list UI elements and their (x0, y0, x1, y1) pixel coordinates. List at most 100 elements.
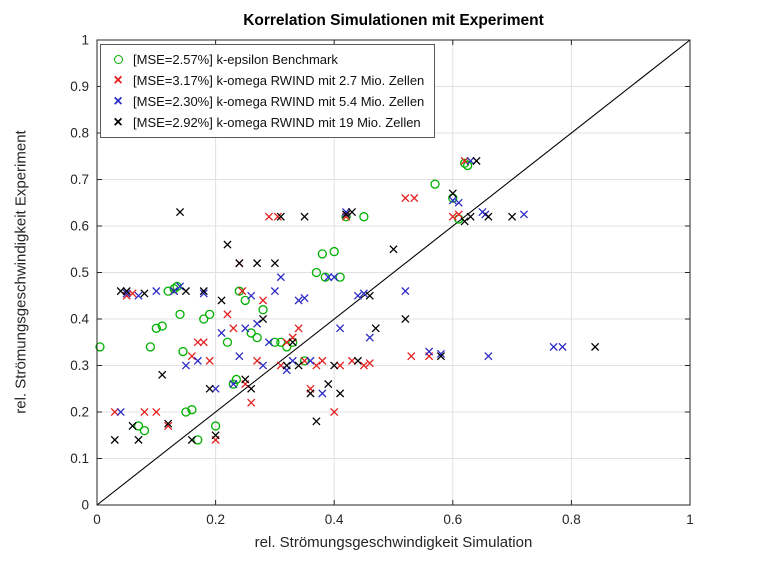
data-point-circle (234, 286, 244, 296)
data-point-x (294, 361, 303, 370)
legend-entry: × [MSE=2.30%] k-omega RWIND mit 5.4 Mio.… (103, 91, 424, 112)
data-point-x (229, 380, 238, 389)
data-point-x (347, 356, 357, 365)
circle-marker-icon (113, 55, 123, 64)
data-point-x (558, 342, 567, 351)
data-point-x (300, 356, 309, 365)
data-point-circle (335, 272, 345, 282)
legend-entry: × [MSE=3.17%] k-omega RWIND mit 2.7 Mio.… (103, 70, 424, 91)
data-point-x (110, 435, 119, 444)
data-point-x (140, 289, 149, 298)
x-tick-label: 0.8 (562, 512, 581, 527)
data-point-x (247, 384, 256, 393)
data-point-x (436, 349, 445, 358)
legend-label: [MSE=3.17%] k-omega RWIND mit 2.7 Mio. Z… (133, 73, 425, 88)
y-tick-label: 0.3 (70, 358, 89, 373)
x-tick-label: 1 (686, 512, 694, 527)
data-point-x (448, 196, 457, 205)
data-point-x (241, 375, 250, 384)
data-point-x (253, 356, 262, 365)
y-tick-label: 0.4 (70, 312, 89, 327)
data-point-circle (329, 246, 339, 257)
data-point-x (294, 296, 303, 305)
data-point-x (273, 212, 282, 221)
data-point-x (466, 212, 475, 221)
legend-label: [MSE=2.92%] k-omega RWIND mit 19 Mio. Ze… (133, 115, 421, 130)
data-point-x (371, 324, 380, 333)
data-point-circle (276, 337, 286, 347)
data-point-x (288, 338, 297, 347)
data-point-circle (145, 342, 156, 352)
data-point-x (312, 417, 321, 426)
data-point-circle (210, 421, 221, 431)
legend-marker-cell: × (103, 93, 133, 109)
data-point-x (306, 389, 315, 398)
data-point-x (122, 287, 131, 296)
data-point-circle (163, 286, 173, 296)
data-point-x (300, 294, 309, 303)
legend-entry: × [MSE=2.92%] k-omega RWIND mit 19 Mio. … (103, 112, 424, 133)
data-point-x (175, 207, 185, 217)
data-point-x (199, 289, 208, 298)
data-point-x (235, 352, 244, 361)
data-point-x (122, 289, 131, 298)
data-point-x (181, 361, 191, 370)
data-point-circle (222, 337, 233, 347)
data-point-circle (172, 281, 182, 292)
data-point-x (158, 370, 167, 379)
legend-marker-cell: × (103, 72, 133, 88)
legend-entry: [MSE=2.57%] k-epsilon Benchmark (103, 49, 424, 70)
data-point-x (164, 421, 173, 431)
data-point-x (116, 287, 125, 296)
data-point-x (330, 361, 339, 370)
y-tick-label: 0.1 (70, 451, 89, 466)
data-point-x (152, 407, 161, 417)
data-point-x (336, 389, 345, 398)
y-tick-label: 0.9 (70, 79, 89, 94)
data-point-circle (270, 337, 280, 347)
data-point-circle (193, 435, 203, 445)
data-point-x (466, 156, 475, 165)
data-point-circle (359, 212, 369, 222)
data-point-x (199, 338, 208, 347)
y-tick-label: 0.6 (70, 219, 89, 234)
y-tick-label: 0.5 (70, 265, 89, 280)
data-point-x (152, 287, 161, 296)
x-tick-label: 0.4 (325, 512, 344, 527)
data-point-circle (151, 323, 161, 333)
data-point-x (276, 212, 285, 221)
data-point-x (258, 361, 268, 370)
data-point-x (223, 240, 232, 249)
data-point-circle (246, 328, 256, 338)
data-point-x (484, 352, 493, 361)
data-point-x (134, 291, 143, 300)
data-point-x (448, 189, 457, 198)
data-point-x (425, 347, 434, 356)
y-tick-label: 0.8 (70, 126, 89, 141)
legend-marker-cell: × (103, 114, 133, 130)
data-point-circle (187, 405, 197, 415)
data-point-x (294, 324, 303, 333)
data-point-x (229, 324, 238, 333)
data-point-x (519, 210, 529, 219)
data-point-circle (157, 321, 167, 331)
data-point-x (276, 273, 285, 282)
data-point-x (410, 194, 419, 203)
data-point-x (258, 314, 268, 324)
data-point-x (193, 356, 202, 365)
data-point-x (264, 338, 274, 347)
data-point-x (549, 342, 558, 351)
data-point-x (217, 296, 226, 305)
data-point-circle (133, 421, 144, 431)
data-point-x (436, 352, 445, 361)
data-point-x (282, 338, 291, 347)
data-point-x (270, 259, 279, 268)
data-point-x (288, 356, 297, 365)
data-point-x (472, 156, 481, 165)
data-point-circle (311, 267, 322, 278)
chart-title: Korrelation Simulationen mit Experiment (243, 12, 544, 29)
legend-label: [MSE=2.57%] k-epsilon Benchmark (133, 52, 338, 67)
data-point-x (128, 289, 137, 298)
data-point-x (258, 296, 268, 305)
